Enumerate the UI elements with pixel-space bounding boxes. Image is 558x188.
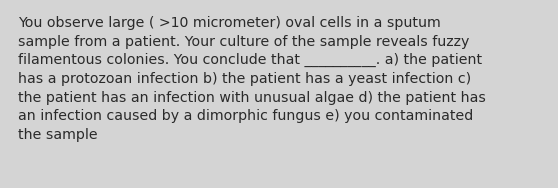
- Text: You observe large ( >10 micrometer) oval cells in a sputum
sample from a patient: You observe large ( >10 micrometer) oval…: [18, 16, 486, 142]
